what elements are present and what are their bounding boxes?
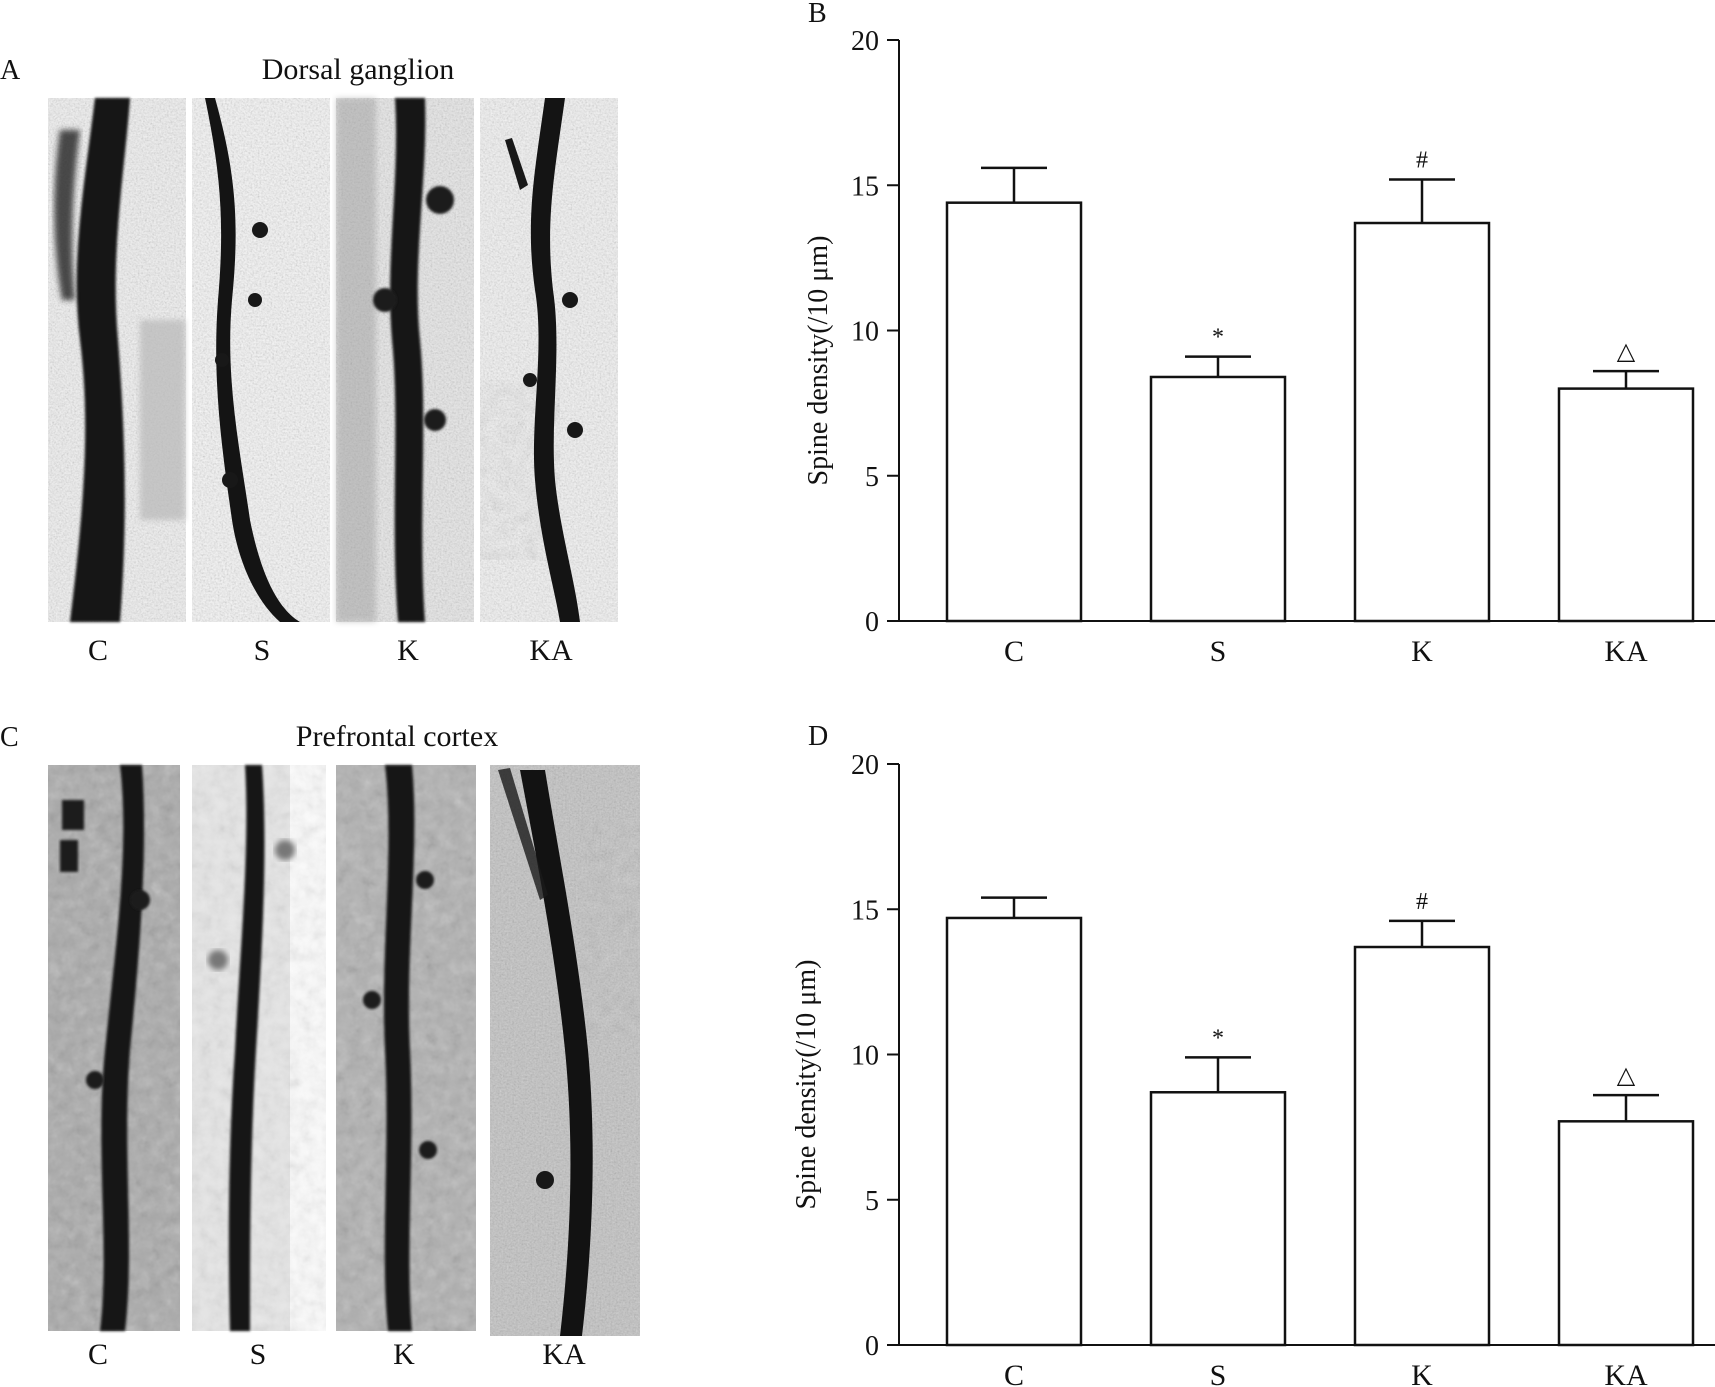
panel-a-micrographs: A Dorsal ganglion <box>0 53 618 667</box>
x-tick-label: K <box>1411 635 1433 668</box>
chart-panel-d: D 0 5 10 15 20 Spine density(/10 μm) C * S # K △ KA <box>791 721 1715 1387</box>
panel-a-strip-label: C <box>88 634 108 667</box>
significance-mark: * <box>1212 325 1224 351</box>
chart-panel-letter: B <box>808 0 827 29</box>
panel-a-strip-label: S <box>254 634 271 667</box>
panel-c-strip-label: KA <box>542 1338 586 1371</box>
panel-a-strip-label: KA <box>529 634 573 667</box>
significance-mark: △ <box>1617 339 1636 365</box>
bar <box>945 201 1083 623</box>
y-tick-label: 0 <box>865 607 879 638</box>
micrograph-strip-c <box>48 98 186 622</box>
y-tick-label: 15 <box>851 171 879 202</box>
y-tick-label: 20 <box>851 26 879 57</box>
x-tick-label: S <box>1210 1359 1227 1387</box>
y-tick-label: 10 <box>851 317 879 348</box>
significance-mark: * <box>1212 1025 1224 1051</box>
y-axis-label: Spine density(/10 μm) <box>803 236 834 486</box>
y-tick-label: 5 <box>865 462 879 493</box>
panel-c-micrographs: C Prefrontal cortex <box>0 720 640 1371</box>
y-tick-label: 0 <box>865 1331 879 1362</box>
x-tick-label: K <box>1411 1359 1433 1387</box>
y-tick-label: 20 <box>851 750 879 781</box>
micrograph-strip-k <box>336 98 474 622</box>
panel-c-letter: C <box>0 722 19 753</box>
x-tick-label: C <box>1004 1359 1024 1387</box>
bar <box>1353 221 1491 623</box>
bar <box>1149 375 1287 623</box>
panel-a-letter: A <box>0 55 21 86</box>
x-tick-label: KA <box>1604 635 1648 668</box>
panel-a-strip-label: K <box>397 634 419 667</box>
significance-mark: # <box>1416 147 1428 173</box>
significance-mark: △ <box>1617 1063 1636 1089</box>
panel-c-strip-label: C <box>88 1338 108 1371</box>
micrograph-strip-k <box>336 765 476 1331</box>
x-tick-label: KA <box>1604 1359 1648 1387</box>
y-tick-label: 5 <box>865 1186 879 1217</box>
micrograph-strip-s <box>192 765 326 1331</box>
bar <box>1149 1091 1287 1347</box>
panel-a-title: Dorsal ganglion <box>262 53 454 86</box>
y-tick-label: 10 <box>851 1041 879 1072</box>
micrograph-strip-s <box>192 98 330 622</box>
bar <box>945 916 1083 1347</box>
micrograph-strip-ka <box>480 98 618 622</box>
y-axis-label: Spine density(/10 μm) <box>791 960 822 1210</box>
chart-panel-b: B 0 5 10 15 20 Spine density(/10 μm) C * S # K △ KA <box>803 0 1715 668</box>
micrograph-strip-ka <box>490 765 640 1336</box>
panel-c-strip-label: S <box>250 1338 267 1371</box>
bar <box>1557 387 1695 623</box>
panel-c-title: Prefrontal cortex <box>296 720 498 753</box>
x-tick-label: S <box>1210 635 1227 668</box>
micrograph-strip-c <box>48 765 180 1331</box>
bar <box>1353 945 1491 1347</box>
significance-mark: # <box>1416 889 1428 915</box>
x-tick-label: C <box>1004 635 1024 668</box>
y-tick-label: 15 <box>851 895 879 926</box>
panel-c-strip-label: K <box>393 1338 415 1371</box>
chart-panel-letter: D <box>808 721 828 752</box>
bar <box>1557 1120 1695 1347</box>
